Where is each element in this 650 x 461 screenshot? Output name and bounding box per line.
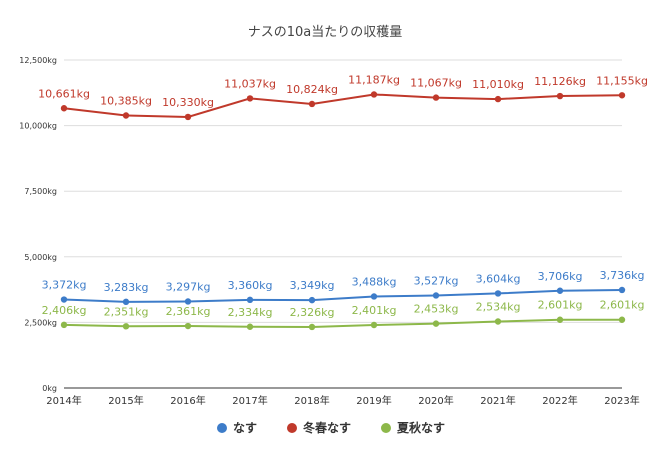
y-tick-label: 5,000kg (24, 253, 57, 262)
y-tick-label: 10,000kg (19, 122, 57, 131)
data-label: 3,297kg (166, 280, 211, 293)
y-tick-label: 0kg (42, 384, 57, 393)
series-line-1 (63, 288, 623, 303)
legend: なす 冬春なす 夏秋なす (217, 420, 445, 435)
data-point (370, 321, 378, 329)
data-label: 10,661kg (38, 87, 90, 100)
legend-label: なす (233, 421, 257, 435)
data-label: 2,406kg (42, 304, 87, 317)
x-tick-label: 2023年 (604, 394, 639, 407)
data-point (122, 323, 130, 330)
data-label: 2,334kg (228, 306, 273, 319)
series-group (60, 91, 626, 331)
x-tick-label: 2022年 (542, 394, 577, 407)
x-tick-label: 2016年 (170, 394, 205, 407)
data-point (618, 316, 626, 323)
data-label: 11,037kg (224, 77, 276, 90)
data-point (246, 95, 254, 102)
data-point (184, 113, 192, 121)
data-label: 3,736kg (600, 269, 645, 282)
data-point (432, 292, 440, 299)
data-label: 2,361kg (166, 305, 211, 318)
data-point (308, 323, 316, 331)
data-point (432, 94, 440, 101)
data-point (618, 92, 626, 99)
data-label: 11,187kg (348, 73, 400, 86)
data-point (618, 286, 626, 294)
y-axis: 0kg 2,500kg 5,000kg 7,500kg 10,000kg 12,500kg (19, 56, 57, 393)
data-label: 10,330kg (162, 96, 214, 109)
data-label: 3,706kg (538, 270, 583, 283)
data-point (494, 318, 502, 325)
legend-marker (287, 423, 297, 433)
x-tick-label: 2021年 (480, 394, 515, 407)
y-tick-label: 2,500kg (24, 318, 57, 327)
x-tick-label: 2014年 (46, 394, 81, 407)
data-label: 2,453kg (414, 303, 459, 316)
data-point (184, 322, 192, 330)
data-label: 3,604kg (476, 272, 521, 285)
legend-marker (381, 423, 391, 433)
data-point (494, 95, 502, 103)
y-tick-label: 7,500kg (24, 187, 57, 196)
data-label: 2,326kg (290, 306, 335, 319)
data-point (370, 293, 378, 300)
x-tick-label: 2017年 (232, 394, 267, 407)
data-label: 11,155kg (596, 74, 648, 87)
data-label: 3,527kg (414, 274, 459, 287)
data-point (370, 91, 378, 98)
data-point (246, 323, 254, 330)
chart-title: ナスの10a当たりの収穫量 (248, 25, 403, 40)
data-label: 3,360kg (228, 279, 273, 292)
data-label: 3,283kg (104, 281, 149, 294)
data-label: 11,010kg (472, 78, 524, 91)
data-point (60, 296, 68, 303)
x-axis: 2014年 2015年 2016年 2017年 2018年 2019年 2020年 2021年… (46, 394, 639, 407)
data-label: 2,351kg (104, 305, 149, 318)
data-point (60, 105, 68, 112)
data-label: 2,601kg (600, 299, 645, 312)
data-label: 2,601kg (538, 299, 583, 312)
data-point (432, 320, 440, 327)
data-point (184, 298, 192, 305)
data-label: 3,372kg (42, 279, 87, 292)
data-point (556, 316, 564, 323)
data-label: 2,534kg (476, 301, 521, 314)
series-line-2 (63, 93, 623, 118)
data-point (122, 298, 130, 306)
y-tick-label: 12,500kg (19, 56, 57, 65)
data-point (494, 290, 502, 297)
grid (64, 59, 622, 389)
data-point (60, 321, 68, 329)
data-point (308, 100, 316, 108)
data-label: 11,067kg (410, 77, 462, 90)
data-label: 3,488kg (352, 275, 397, 288)
data-point (556, 287, 564, 294)
x-tick-label: 2020年 (418, 394, 453, 407)
data-point (122, 112, 130, 119)
x-tick-label: 2018年 (294, 394, 329, 407)
data-label: 3,349kg (290, 279, 335, 292)
data-label: 2,401kg (352, 304, 397, 317)
data-labels: 3,372kg 3,283kg 3,297kg 3,360kg 3,349kg 3,488… (38, 73, 648, 319)
legend-label: 冬春なす (303, 420, 351, 435)
data-point (246, 296, 254, 304)
data-label: 10,385kg (100, 94, 152, 107)
legend-label: 夏秋なす (397, 420, 445, 435)
data-label: 11,126kg (534, 75, 586, 88)
series-line-3 (63, 318, 622, 328)
x-tick-label: 2015年 (108, 394, 143, 407)
data-point (308, 296, 316, 304)
data-label: 10,824kg (286, 83, 338, 96)
legend-marker (217, 423, 227, 433)
data-point (556, 92, 564, 100)
x-tick-label: 2019年 (356, 394, 391, 407)
